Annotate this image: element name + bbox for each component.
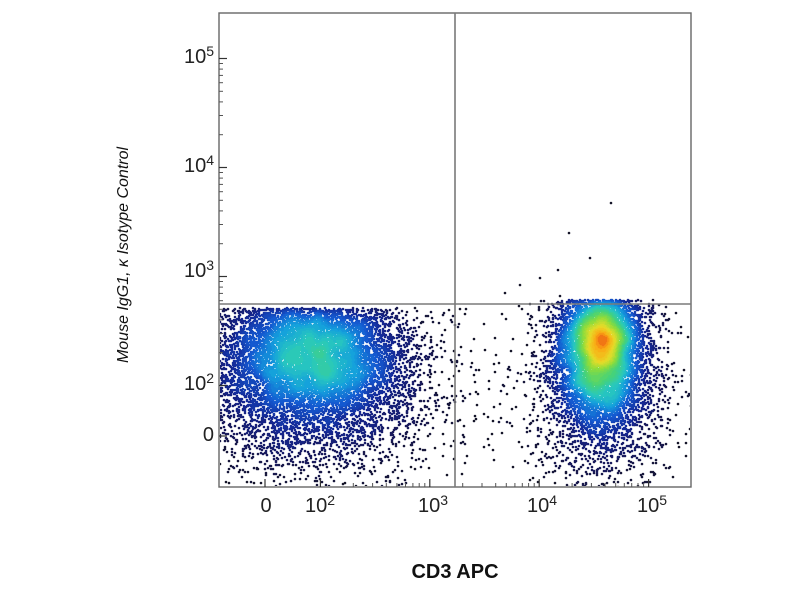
svg-text:105: 105 [637, 492, 667, 517]
svg-text:105: 105 [184, 43, 214, 68]
svg-text:104: 104 [184, 152, 214, 177]
svg-text:0: 0 [203, 424, 214, 446]
svg-text:104: 104 [527, 492, 557, 517]
svg-text:Mouse IgG1, κ Isotype Control: Mouse IgG1, κ Isotype Control [115, 147, 132, 364]
svg-text:0: 0 [260, 495, 271, 517]
svg-text:103: 103 [184, 257, 214, 282]
svg-text:CD3 APC: CD3 APC [411, 561, 498, 583]
svg-text:102: 102 [184, 370, 214, 395]
svg-text:103: 103 [418, 492, 448, 517]
svg-text:102: 102 [305, 492, 335, 517]
